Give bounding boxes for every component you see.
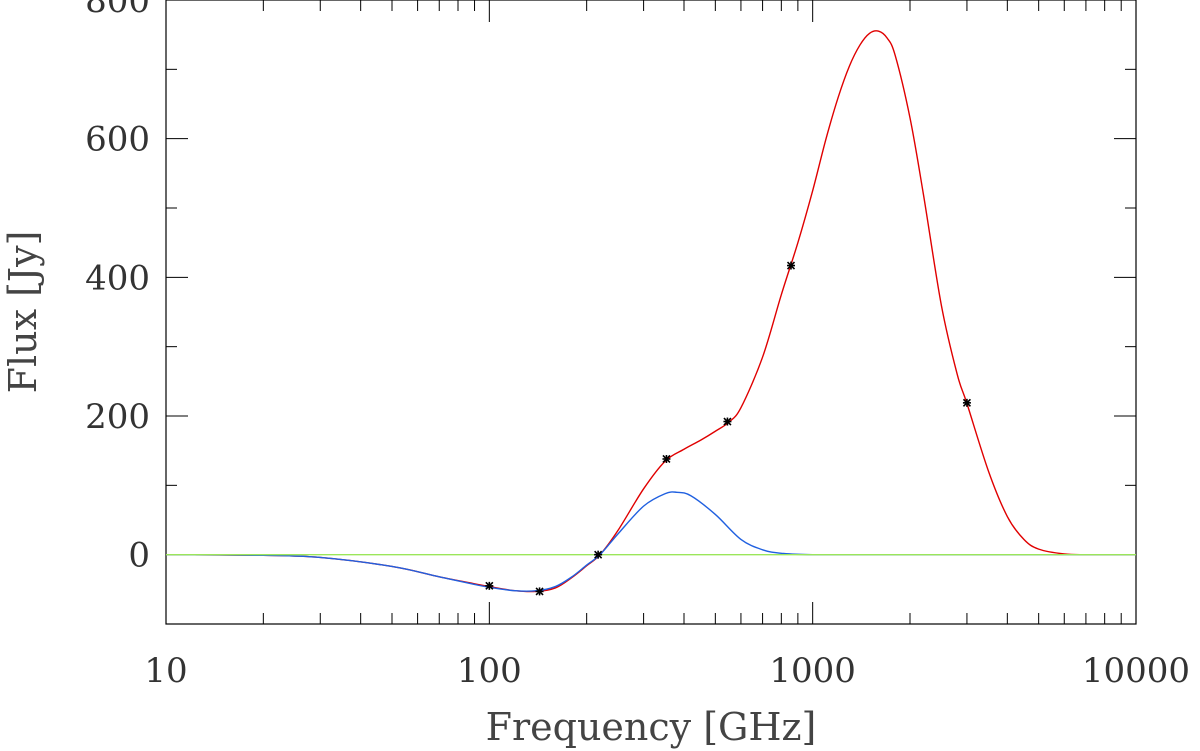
y-axis-title: Flux [Jy] <box>1 231 45 394</box>
data-point-marker <box>594 550 603 559</box>
y-tick-label: 200 <box>85 397 150 437</box>
x-axis-title: Frequency [GHz] <box>486 705 817 749</box>
x-tick-label: 10000 <box>1082 651 1190 691</box>
y-tick-label: 400 <box>85 258 150 298</box>
axis-ticks <box>165 0 1136 625</box>
data-point-marker <box>723 417 732 426</box>
plot-frame <box>165 0 1137 625</box>
y-tick-label: 800 <box>85 0 150 21</box>
series-line-0 <box>165 30 1136 593</box>
x-tick-label: 10 <box>144 651 187 691</box>
tick-labels: 10 100 1000 10000 0 200 400 600 800 <box>85 0 1190 691</box>
data-point-marker <box>535 587 544 596</box>
x-tick-label: 100 <box>457 651 522 691</box>
data-series <box>165 30 1136 596</box>
x-tick-label: 1000 <box>769 651 856 691</box>
data-point-marker <box>786 261 796 270</box>
y-tick-label: 0 <box>128 536 150 576</box>
y-tick-label: 600 <box>85 120 150 160</box>
series-line-1 <box>165 491 1136 592</box>
data-point-marker <box>485 581 494 590</box>
data-point-marker <box>962 398 972 407</box>
data-point-marker <box>662 454 671 464</box>
